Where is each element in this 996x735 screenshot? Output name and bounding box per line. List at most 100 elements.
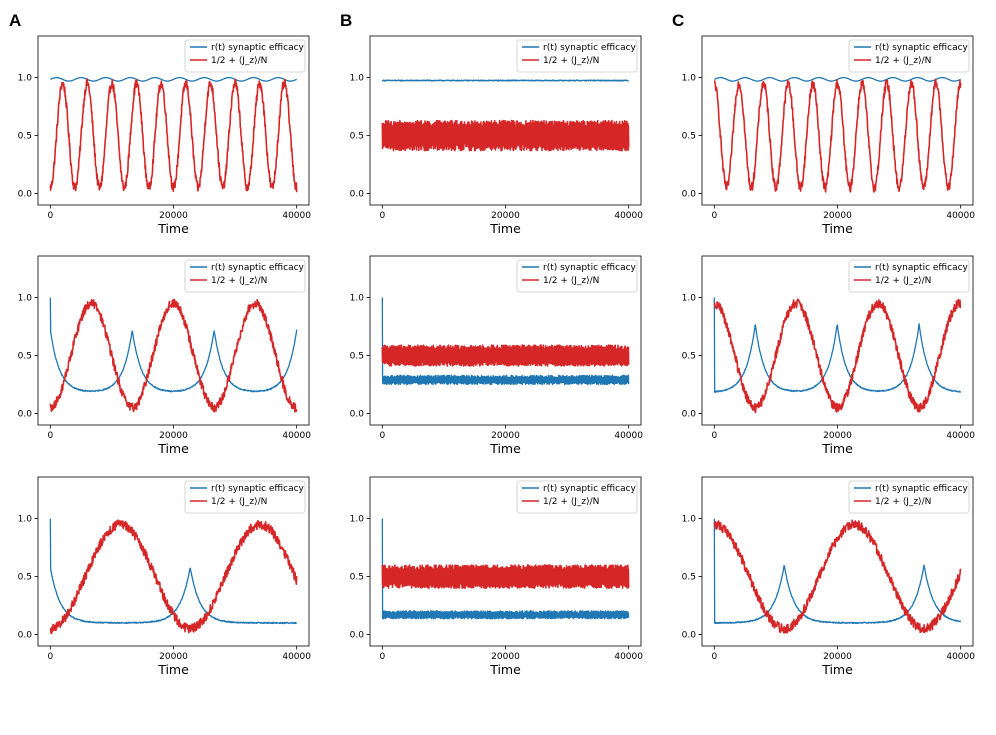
- legend-box: [184, 259, 306, 293]
- y-tick-label: 0.0: [350, 410, 365, 420]
- y-tick-label: 1.0: [18, 515, 33, 525]
- legend-label-jz: 1/2 + ⟨J_z⟩/N: [875, 497, 931, 507]
- legend-box: [184, 480, 306, 514]
- panel-letter-b: B: [340, 11, 352, 30]
- y-tick-label: 0.5: [682, 132, 696, 142]
- legend-label-jz: 1/2 + ⟨J_z⟩/N: [543, 276, 599, 286]
- y-tick-label: 0.5: [682, 352, 696, 362]
- y-tick-label: 0.5: [350, 352, 364, 362]
- y-tick-label: 1.0: [682, 74, 697, 84]
- subplot-a2: 0.0 0.5 1.0 0 20000 40000 Time r(t) synaptic ef…: [18, 255, 311, 456]
- y-tick-label: 0.0: [682, 410, 697, 420]
- x-tick-label: 0: [47, 652, 53, 662]
- series-line-jz: [49, 519, 298, 635]
- legend-box: [848, 39, 970, 73]
- legend-box: [516, 39, 638, 73]
- series-line-jz: [713, 78, 962, 193]
- legend-label-efficacy: r(t) synaptic efficacy: [875, 484, 969, 494]
- x-tick-label: 40000: [614, 431, 643, 441]
- series-line-efficacy: [713, 297, 961, 393]
- series-line-jz: [381, 564, 630, 589]
- x-axis-title: Time: [489, 662, 521, 677]
- y-tick-label: 0.0: [18, 410, 33, 420]
- plot-grid: 0.0 0.5 1.0 0 20000 40000 Time r(t) synaptic ef…: [18, 35, 975, 677]
- x-tick-label: 40000: [946, 431, 975, 441]
- series-line-efficacy: [49, 297, 298, 393]
- subplot-c1: 0.0 0.5 1.0 0 20000 40000 Time r(t) synaptic ef…: [682, 35, 975, 236]
- x-axis-title: Time: [821, 441, 853, 456]
- legend-label-jz: 1/2 + ⟨J_z⟩/N: [875, 276, 931, 286]
- y-tick-label: 1.0: [18, 74, 33, 84]
- x-tick-label: 0: [379, 431, 385, 441]
- x-tick-label: 0: [379, 211, 385, 221]
- y-tick-label: 0.5: [18, 132, 32, 142]
- legend-box: [516, 259, 638, 293]
- x-axis-title: Time: [489, 221, 521, 236]
- legend: r(t) synaptic efficacy 1/2 + ⟨J_z⟩/N: [184, 39, 306, 73]
- series-line-jz: [381, 119, 630, 152]
- legend-box: [184, 39, 306, 73]
- x-axis-title: Time: [821, 221, 853, 236]
- subplot-a1: 0.0 0.5 1.0 0 20000 40000 Time r(t) synaptic ef…: [18, 35, 311, 236]
- y-tick-label: 0.0: [18, 631, 33, 641]
- series-line-efficacy: [381, 518, 630, 620]
- x-tick-label: 20000: [823, 431, 852, 441]
- legend-label-efficacy: r(t) synaptic efficacy: [211, 43, 305, 53]
- x-tick-label: 0: [711, 211, 717, 221]
- legend: r(t) synaptic efficacy 1/2 + ⟨J_z⟩/N: [184, 259, 306, 293]
- legend-label-efficacy: r(t) synaptic efficacy: [211, 263, 305, 273]
- legend: r(t) synaptic efficacy 1/2 + ⟨J_z⟩/N: [848, 39, 970, 73]
- x-tick-label: 0: [379, 652, 385, 662]
- y-tick-label: 0.5: [350, 573, 364, 583]
- series-line-jz: [713, 519, 962, 634]
- subplot-c2: 0.0 0.5 1.0 0 20000 40000 Time r(t) synaptic ef…: [682, 255, 975, 456]
- legend-label-efficacy: r(t) synaptic efficacy: [543, 43, 637, 53]
- legend: r(t) synaptic efficacy 1/2 + ⟨J_z⟩/N: [848, 480, 970, 514]
- y-tick-label: 0.0: [350, 190, 365, 200]
- x-tick-label: 40000: [282, 211, 311, 221]
- x-tick-label: 0: [47, 431, 53, 441]
- series-line-jz: [713, 298, 962, 414]
- y-tick-label: 0.0: [350, 631, 365, 641]
- x-tick-label: 20000: [491, 211, 520, 221]
- x-axis-title: Time: [157, 662, 189, 677]
- x-tick-label: 40000: [282, 431, 311, 441]
- series-line-jz: [49, 78, 298, 193]
- x-tick-label: 0: [711, 652, 717, 662]
- series-line-efficacy: [381, 297, 630, 386]
- legend-label-efficacy: r(t) synaptic efficacy: [543, 263, 637, 273]
- legend: r(t) synaptic efficacy 1/2 + ⟨J_z⟩/N: [848, 259, 970, 293]
- y-tick-label: 1.0: [350, 74, 365, 84]
- x-tick-label: 40000: [614, 652, 643, 662]
- series-line-jz: [381, 344, 630, 367]
- panel-letter-a: A: [9, 11, 21, 30]
- subplot-b2: 0.0 0.5 1.0 0 20000 40000 Time r(t) synaptic ef…: [350, 255, 643, 456]
- x-tick-label: 0: [711, 431, 717, 441]
- legend: r(t) synaptic efficacy 1/2 + ⟨J_z⟩/N: [516, 259, 638, 293]
- x-tick-label: 20000: [159, 652, 188, 662]
- x-tick-label: 20000: [491, 431, 520, 441]
- y-tick-label: 0.5: [18, 352, 32, 362]
- y-tick-label: 0.0: [682, 631, 697, 641]
- legend-label-efficacy: r(t) synaptic efficacy: [543, 484, 637, 494]
- x-tick-label: 0: [47, 211, 53, 221]
- x-tick-label: 20000: [823, 211, 852, 221]
- x-tick-label: 40000: [614, 211, 643, 221]
- y-tick-label: 0.0: [18, 190, 33, 200]
- x-tick-label: 40000: [946, 211, 975, 221]
- x-tick-label: 20000: [159, 211, 188, 221]
- subplot-b3: 0.0 0.5 1.0 0 20000 40000 Time r(t) synaptic ef…: [350, 476, 643, 677]
- x-tick-label: 40000: [282, 652, 311, 662]
- y-tick-label: 1.0: [682, 515, 697, 525]
- y-tick-label: 0.5: [350, 132, 364, 142]
- series-line-efficacy: [50, 76, 297, 82]
- y-tick-label: 0.5: [18, 573, 32, 583]
- legend-box: [516, 480, 638, 514]
- legend: r(t) synaptic efficacy 1/2 + ⟨J_z⟩/N: [516, 480, 638, 514]
- x-tick-label: 20000: [823, 652, 852, 662]
- subplot-a3: 0.0 0.5 1.0 0 20000 40000 Time r(t) synaptic ef…: [18, 476, 311, 677]
- x-tick-label: 20000: [159, 431, 188, 441]
- x-axis-title: Time: [489, 441, 521, 456]
